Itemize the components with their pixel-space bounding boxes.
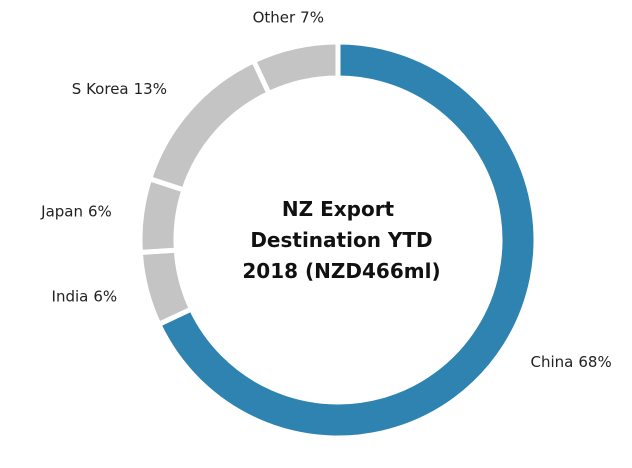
value-label: 6% <box>88 202 112 220</box>
value-label: 68% <box>578 353 611 371</box>
donut-segment <box>137 247 195 328</box>
data-label: S Korea 13% <box>72 80 167 98</box>
category-label: China <box>531 353 574 371</box>
title-line: NZ Export <box>282 197 395 221</box>
donut-segment <box>155 39 539 441</box>
title-line: Destination YTD <box>243 228 432 252</box>
data-label: China 68% <box>531 353 612 371</box>
chart-title: NZ Export Destination YTD 2018 (NZD466ml… <box>235 197 440 283</box>
data-label: Other 7% <box>253 8 324 26</box>
category-label: Japan <box>40 202 83 220</box>
data-label: India 6% <box>52 287 118 305</box>
value-label: 6% <box>93 287 117 305</box>
category-label: S Korea <box>72 80 129 98</box>
category-label: Other <box>253 8 296 26</box>
donut-segment <box>250 39 341 97</box>
donut-segment <box>146 57 273 194</box>
category-label: India <box>52 287 89 305</box>
title-line: 2018 (NZD466ml) <box>235 259 440 283</box>
value-label: 7% <box>300 8 324 26</box>
value-label: 13% <box>134 80 167 98</box>
data-label: Japan 6% <box>40 202 112 220</box>
